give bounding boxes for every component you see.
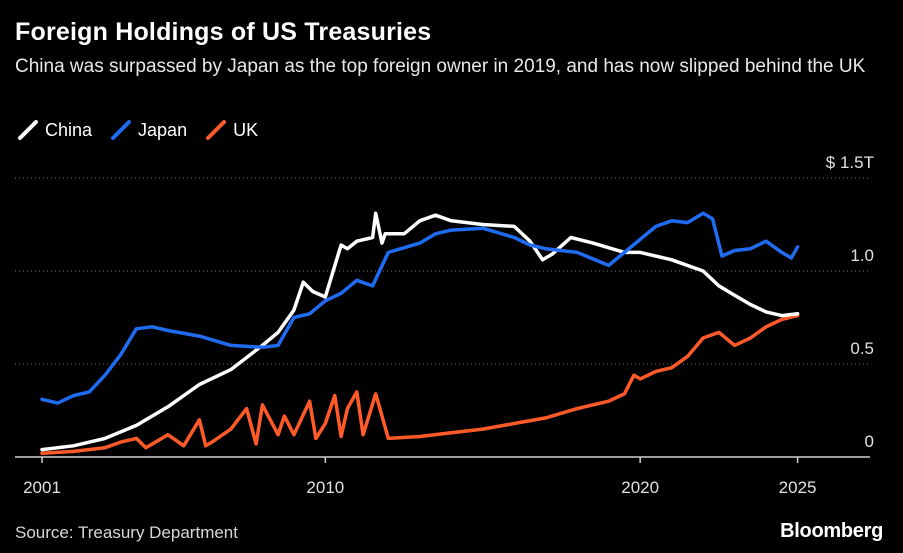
chart-legend: China Japan UK	[17, 119, 276, 141]
legend-swatch-uk	[206, 120, 227, 140]
legend-label-uk: UK	[233, 119, 259, 140]
y-tick-label-3: 0	[865, 432, 874, 451]
chart-title: Foreign Holdings of US Treasuries	[15, 18, 432, 46]
legend-swatch-japan	[111, 120, 132, 140]
legend-label-china: China	[45, 119, 93, 140]
series-line-uk	[40, 313, 800, 456]
legend-item-china: China	[17, 119, 92, 141]
legend-item-japan: Japan	[110, 119, 187, 141]
chart-subtitle: China was surpassed by Japan as the top …	[15, 56, 866, 77]
y-tick-label-2: 0.5	[850, 339, 874, 358]
series-line-japan	[40, 211, 800, 405]
series-line-china	[40, 211, 800, 452]
x-tick-label-0: 2001	[23, 478, 61, 497]
legend-label-japan: Japan	[138, 119, 188, 140]
x-tick-label-2: 2020	[621, 478, 659, 497]
legend-item-uk: UK	[205, 119, 258, 141]
legend-swatch-china	[18, 120, 38, 140]
y-tick-label-1: 1.0	[850, 246, 874, 265]
y-tick-label-0: $ 1.5T	[826, 153, 874, 172]
x-tick-label-3: 2025	[779, 478, 817, 497]
x-tick-label-1: 2010	[306, 478, 344, 497]
source-note: Source: Treasury Department	[15, 523, 238, 542]
bloomberg-logo: Bloomberg	[780, 520, 883, 542]
